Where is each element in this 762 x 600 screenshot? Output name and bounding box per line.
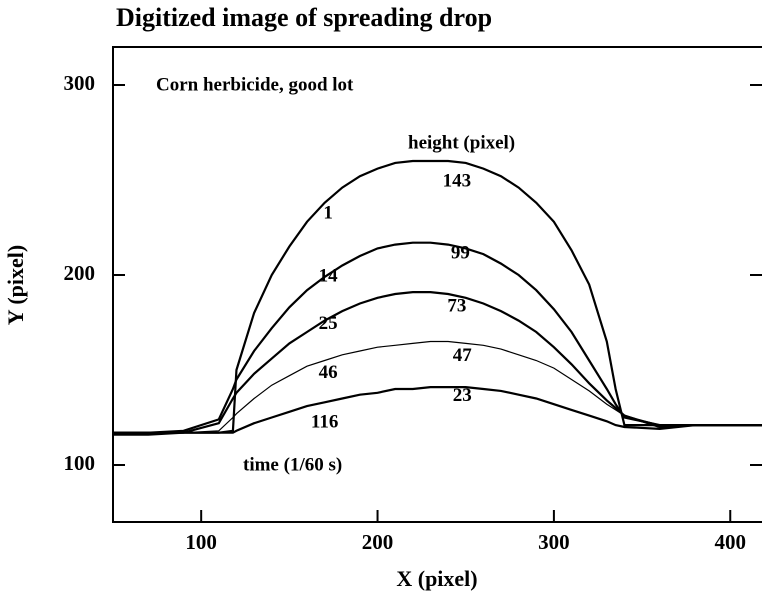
y-tick-label: 100 bbox=[64, 451, 96, 475]
annotation: Corn herbicide, good lot bbox=[156, 74, 354, 95]
height-label: 143 bbox=[443, 170, 472, 191]
line-series bbox=[113, 386, 762, 436]
height-label: 23 bbox=[453, 385, 472, 406]
time-label: 46 bbox=[319, 362, 338, 383]
annotation: time (1/60 s) bbox=[243, 454, 342, 475]
x-tick-label: 200 bbox=[362, 530, 394, 554]
y-tick-label: 300 bbox=[64, 71, 96, 95]
line-series bbox=[113, 340, 762, 434]
height-label: 99 bbox=[451, 242, 470, 263]
plot-frame bbox=[112, 46, 762, 523]
line-series bbox=[113, 159, 762, 434]
time-label: 1 bbox=[323, 203, 333, 224]
x-axis-label: X (pixel) bbox=[396, 566, 477, 591]
line-series bbox=[113, 291, 762, 434]
line-series bbox=[113, 241, 762, 434]
height-label: 47 bbox=[453, 345, 473, 366]
x-tick-label: 300 bbox=[538, 530, 570, 554]
time-label: 25 bbox=[319, 313, 338, 334]
chart-title: Digitized image of spreading drop bbox=[116, 3, 492, 32]
x-tick-label: 400 bbox=[715, 530, 747, 554]
x-tick-label: 100 bbox=[185, 530, 217, 554]
annotation: height (pixel) bbox=[408, 132, 515, 153]
y-tick-label: 200 bbox=[64, 261, 96, 285]
y-axis-label: Y (pixel) bbox=[3, 245, 28, 325]
time-label: 116 bbox=[311, 412, 338, 433]
time-label: 14 bbox=[319, 265, 339, 286]
height-label: 73 bbox=[447, 296, 466, 317]
